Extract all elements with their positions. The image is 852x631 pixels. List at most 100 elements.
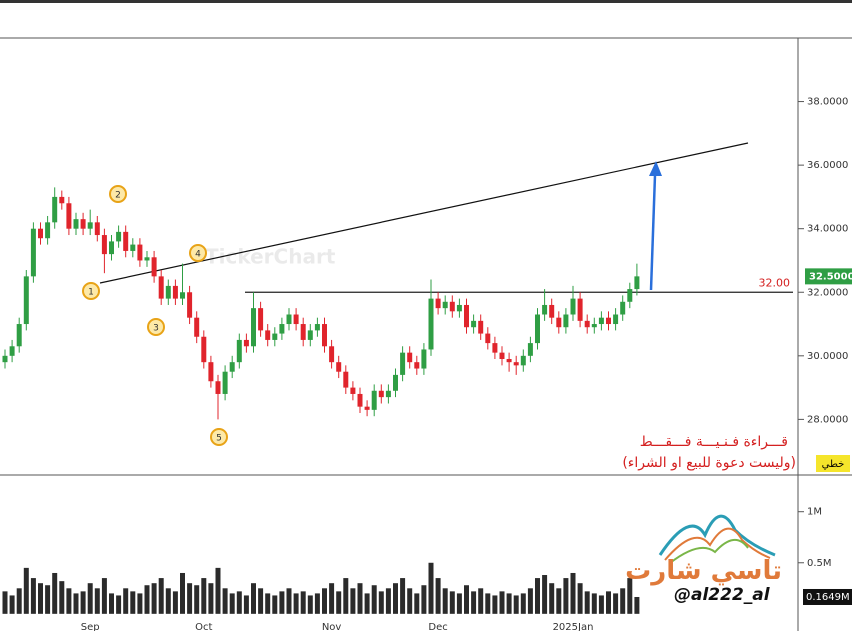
candle-body xyxy=(9,346,15,356)
volume-bar xyxy=(151,583,157,614)
y-tick-label: 30.0000 xyxy=(807,351,848,362)
volume-bar xyxy=(442,588,448,614)
volume-bar xyxy=(116,595,122,614)
volume-bar xyxy=(549,583,555,614)
volume-bar xyxy=(449,591,455,614)
candle-body xyxy=(414,362,420,369)
volume-bar xyxy=(591,593,597,614)
candle-body xyxy=(265,330,271,340)
volume-bar xyxy=(527,588,533,614)
volume-bar xyxy=(556,588,562,614)
candle-body xyxy=(570,298,576,315)
x-tick-label: 2025Jan xyxy=(553,622,594,631)
volume-bar xyxy=(258,588,264,614)
volume-bar xyxy=(336,591,342,614)
volume-bar xyxy=(485,593,491,614)
wave-marker-label: 2 xyxy=(115,191,121,201)
wave-marker-label: 5 xyxy=(216,434,222,444)
candle-body xyxy=(279,324,285,334)
candle-body xyxy=(364,406,370,410)
candle-body xyxy=(407,352,413,363)
candle-body xyxy=(236,339,242,363)
volume-bar xyxy=(364,593,370,614)
y-tick-label: 1M xyxy=(807,507,822,518)
candle-body xyxy=(506,358,512,363)
volume-bar xyxy=(180,572,185,614)
volume-bar xyxy=(371,585,377,614)
candle-body xyxy=(442,301,448,309)
volume-bar xyxy=(265,593,271,614)
volume-bar xyxy=(407,588,413,614)
volume-bar xyxy=(421,585,427,614)
volume-bar xyxy=(38,583,43,614)
candle-body xyxy=(627,289,633,302)
volume-badge xyxy=(803,588,852,605)
volume-bar xyxy=(385,588,391,614)
volume-bar xyxy=(606,591,611,614)
volume-bar xyxy=(45,585,51,614)
candle-body xyxy=(116,231,122,242)
trend-line xyxy=(99,142,749,284)
top-bar xyxy=(0,0,852,3)
volume-bar xyxy=(322,588,327,614)
volume-bar xyxy=(201,578,207,614)
volume-bar xyxy=(236,591,242,614)
candle-body xyxy=(300,324,306,340)
y-tick-label: 34.0000 xyxy=(807,224,848,235)
volume-bar xyxy=(613,593,619,614)
volume-bar xyxy=(393,583,398,614)
candle-body xyxy=(286,314,292,325)
candle-body xyxy=(137,244,143,261)
candle-body xyxy=(456,304,462,312)
candle-body xyxy=(258,308,264,331)
volume-bar xyxy=(2,591,8,614)
candle-body xyxy=(73,219,79,229)
volume-bar xyxy=(357,583,363,614)
candle-body xyxy=(165,285,171,299)
x-tick-label: Dec xyxy=(428,622,447,631)
volume-bar xyxy=(123,588,129,614)
y-tick-label: 38.0000 xyxy=(807,97,848,108)
volume-bar xyxy=(109,593,114,614)
candle-body xyxy=(350,387,356,394)
volume-bar xyxy=(279,591,285,614)
y-tick-label: 28.0000 xyxy=(807,414,848,425)
volume-bar xyxy=(165,588,171,614)
candle-body xyxy=(201,336,207,363)
candle-body xyxy=(23,276,29,325)
volume-bar xyxy=(350,588,356,614)
logo-handle: @al222_al xyxy=(674,585,770,605)
volume-bar xyxy=(428,562,434,614)
wave-marker-label: 1 xyxy=(88,288,94,298)
level-label: 32.00 xyxy=(759,276,791,289)
volume-bar xyxy=(66,588,72,614)
volume-bar xyxy=(158,578,164,614)
volume-bar xyxy=(272,595,278,614)
candle-body xyxy=(620,301,626,315)
candle-body xyxy=(371,390,377,410)
price-label: 32.5000 xyxy=(809,271,852,282)
candle-body xyxy=(80,219,86,229)
candle-body xyxy=(52,196,58,223)
candle-body xyxy=(577,298,583,321)
volume-bar xyxy=(80,591,86,614)
candle-body xyxy=(144,257,150,261)
volume-bar xyxy=(598,595,604,614)
wave-marker xyxy=(109,185,127,203)
candle-body xyxy=(59,196,65,204)
candle-body xyxy=(464,304,469,328)
candle-body xyxy=(513,362,519,366)
candle-body xyxy=(535,314,540,344)
watermark: TickerChart xyxy=(205,245,336,269)
wave-marker xyxy=(147,318,165,336)
volume-bar xyxy=(59,581,65,614)
candle-body xyxy=(130,244,136,251)
arrow xyxy=(649,174,657,291)
volume-label: 0.1649M xyxy=(806,592,850,603)
candle-body xyxy=(400,352,406,375)
volume-bar xyxy=(414,593,420,614)
volume-bar xyxy=(634,596,640,614)
volume-bar xyxy=(570,572,576,614)
note-line: (وليست دعوة للبيع او الشراء) xyxy=(622,455,796,471)
volume-bar xyxy=(535,578,540,614)
